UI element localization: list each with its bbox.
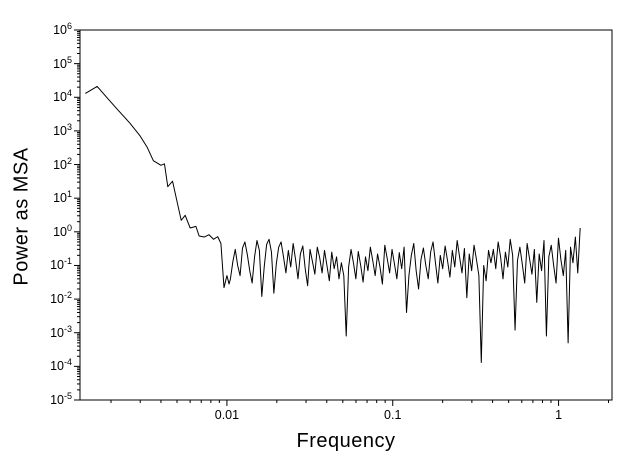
spectrum-line <box>85 85 581 364</box>
y-tick-label: 103 <box>53 121 72 139</box>
y-tick-label: 10-2 <box>50 290 72 307</box>
y-tick-label: 104 <box>53 88 72 105</box>
x-axis-title: Frequency <box>296 430 396 452</box>
x-tick-label: 1 <box>555 408 563 422</box>
y-axis-title: Power as MSA <box>10 147 33 286</box>
y-tick-label: 106 <box>53 21 72 38</box>
y-tick-label: 101 <box>53 189 72 206</box>
y-tick-label: 10-5 <box>50 391 72 408</box>
y-tick-label: 105 <box>53 54 72 71</box>
x-tick-label: 0.1 <box>384 408 402 422</box>
x-tick-label: 0.01 <box>214 408 240 422</box>
y-tick-label: 10-1 <box>50 256 72 273</box>
y-tick-label: 102 <box>53 155 72 172</box>
y-tick-label: 10-4 <box>50 357 72 374</box>
y-tick-label: 10-3 <box>50 323 72 340</box>
y-tick-label: 100 <box>53 222 72 239</box>
plot-frame <box>79 29 613 401</box>
